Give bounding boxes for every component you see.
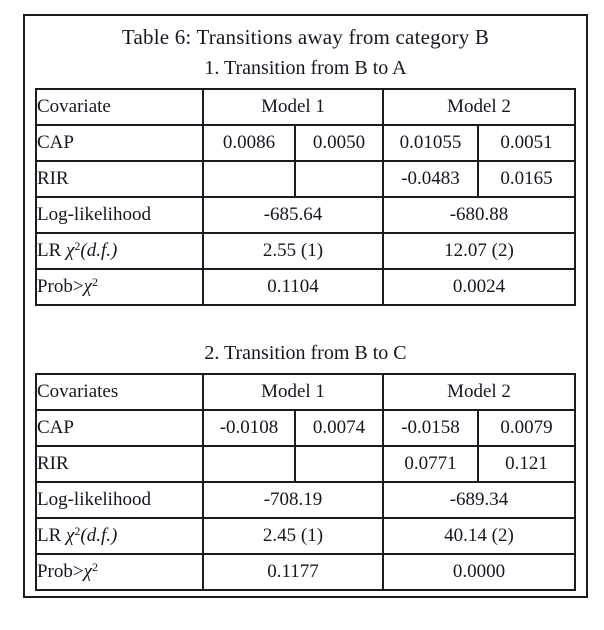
cap-model1-coef: -0.0108 bbox=[201, 409, 296, 447]
table-row: Log-likelihood -708.19 -689.34 bbox=[34, 481, 577, 519]
prob-model2-value: 0.0024 bbox=[381, 268, 577, 306]
rir-model1-se bbox=[293, 445, 385, 483]
cap-model1-se: 0.0050 bbox=[293, 124, 385, 162]
section-2-heading: 2. Transition from B to C bbox=[204, 342, 407, 364]
prob-model2-value: 0.0000 bbox=[381, 553, 577, 591]
rir-model2-coef: -0.0483 bbox=[382, 160, 479, 198]
section-1-heading: 1. Transition from B to A bbox=[204, 57, 407, 79]
rir-row-label: RIR bbox=[34, 160, 204, 198]
covariate-column-header: Covariate bbox=[34, 88, 204, 126]
loglik-model2-value: -680.88 bbox=[381, 196, 577, 234]
table-row: LR χ2(d.f.) 2.45 (1) 40.14 (2) bbox=[34, 517, 577, 555]
rir-model2-se: 0.0165 bbox=[476, 160, 577, 198]
table-row: Prob>χ2 0.1104 0.0024 bbox=[34, 268, 577, 306]
loglik-model2-value: -689.34 bbox=[381, 481, 577, 519]
table-row: Log-likelihood -685.64 -680.88 bbox=[34, 196, 577, 234]
rir-model2-coef: 0.0771 bbox=[382, 445, 479, 483]
cap-model1-coef: 0.0086 bbox=[201, 124, 296, 162]
loglik-model1-value: -708.19 bbox=[201, 481, 385, 519]
table-title: Table 6: Transitions away from category … bbox=[121, 25, 490, 49]
prob-model1-value: 0.1177 bbox=[201, 553, 385, 591]
prob-chi2-row-label: Prob>χ2 bbox=[34, 268, 204, 306]
lr-chi2-row-label: LR χ2(d.f.) bbox=[34, 517, 204, 555]
rir-model1-coef bbox=[201, 445, 296, 483]
cap-row-label: CAP bbox=[34, 124, 204, 162]
rir-model2-se: 0.121 bbox=[476, 445, 577, 483]
cap-model2-coef: -0.0158 bbox=[382, 409, 479, 447]
covariate-column-header: Covariates bbox=[34, 373, 204, 411]
lr-model2-value: 40.14 (2) bbox=[381, 517, 577, 555]
table-row: Prob>χ2 0.1177 0.0000 bbox=[34, 553, 577, 591]
model1-column-header: Model 1 bbox=[201, 88, 385, 126]
table-row: CAP -0.0108 0.0074 -0.0158 0.0079 bbox=[34, 409, 577, 447]
cap-row-label: CAP bbox=[34, 409, 204, 447]
table-row: RIR 0.0771 0.121 bbox=[34, 445, 577, 483]
rir-model1-se bbox=[293, 160, 385, 198]
cap-model2-coef: 0.01055 bbox=[382, 124, 479, 162]
model1-column-header: Model 1 bbox=[201, 373, 385, 411]
model2-column-header: Model 2 bbox=[381, 88, 577, 126]
loglik-row-label: Log-likelihood bbox=[34, 481, 204, 519]
cap-model1-se: 0.0074 bbox=[293, 409, 385, 447]
cap-model2-se: 0.0079 bbox=[476, 409, 577, 447]
loglik-model1-value: -685.64 bbox=[201, 196, 385, 234]
rir-model1-coef bbox=[201, 160, 296, 198]
prob-model1-value: 0.1104 bbox=[201, 268, 385, 306]
transition-b-to-c-table: Covariates Model 1 Model 2 CAP -0.0108 0… bbox=[34, 373, 577, 591]
prob-chi2-row-label: Prob>χ2 bbox=[34, 553, 204, 591]
lr-chi2-row-label: LR χ2(d.f.) bbox=[34, 232, 204, 270]
cap-model2-se: 0.0051 bbox=[476, 124, 577, 162]
lr-model1-value: 2.45 (1) bbox=[201, 517, 385, 555]
rir-row-label: RIR bbox=[34, 445, 204, 483]
table-row: LR χ2(d.f.) 2.55 (1) 12.07 (2) bbox=[34, 232, 577, 270]
table-row: Covariate Model 1 Model 2 bbox=[34, 88, 577, 126]
outer-frame: Table 6: Transitions away from category … bbox=[23, 14, 588, 598]
transition-b-to-a-table: Covariate Model 1 Model 2 CAP 0.0086 0.0… bbox=[34, 88, 577, 306]
model2-column-header: Model 2 bbox=[381, 373, 577, 411]
table-row: Covariates Model 1 Model 2 bbox=[34, 373, 577, 411]
lr-model2-value: 12.07 (2) bbox=[381, 232, 577, 270]
table-row: CAP 0.0086 0.0050 0.01055 0.0051 bbox=[34, 124, 577, 162]
loglik-row-label: Log-likelihood bbox=[34, 196, 204, 234]
lr-model1-value: 2.55 (1) bbox=[201, 232, 385, 270]
table-row: RIR -0.0483 0.0165 bbox=[34, 160, 577, 198]
